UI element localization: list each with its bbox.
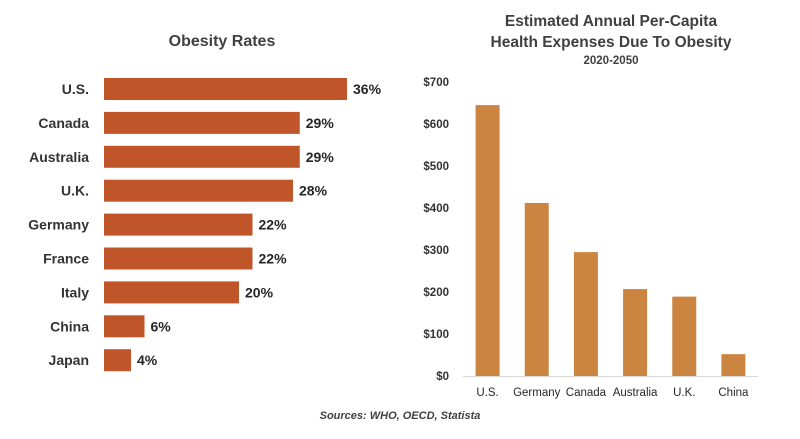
value-label-germany: 22% bbox=[259, 217, 288, 233]
y-tick-label: $0 bbox=[436, 371, 449, 383]
health-expenses-title-line-2: Health Expenses Due To Obesity bbox=[491, 34, 732, 51]
y-tick-label: $700 bbox=[423, 77, 449, 89]
value-label-france: 22% bbox=[259, 251, 288, 267]
expense-bar-u-k bbox=[672, 296, 697, 376]
category-label-australia: Australia bbox=[29, 149, 89, 165]
value-label-australia: 29% bbox=[306, 149, 335, 165]
x-category-label-canada: Canada bbox=[566, 387, 607, 399]
obesity-bar-u-s bbox=[104, 78, 347, 100]
y-tick-label: $100 bbox=[423, 329, 449, 341]
health-expenses-chart: Estimated Annual Per-Capita Health Expen… bbox=[423, 13, 758, 399]
y-tick-label: $600 bbox=[423, 119, 449, 131]
obesity-bar-u-k bbox=[104, 179, 293, 202]
health-expenses-subtitle: 2020-2050 bbox=[584, 55, 639, 67]
x-category-label-u-s: U.S. bbox=[476, 387, 498, 399]
category-label-japan: Japan bbox=[49, 352, 89, 368]
value-label-u-s: 36% bbox=[353, 81, 382, 97]
y-tick-label: $500 bbox=[423, 161, 449, 173]
category-label-china: China bbox=[50, 318, 89, 334]
obesity-bar-australia bbox=[104, 145, 300, 168]
obesity-bar-china bbox=[104, 315, 145, 338]
value-label-italy: 20% bbox=[245, 284, 274, 300]
expense-bar-china bbox=[721, 354, 746, 376]
category-label-germany: Germany bbox=[28, 217, 89, 233]
value-label-china: 6% bbox=[151, 318, 172, 334]
expense-bar-canada bbox=[573, 252, 598, 376]
expense-bar-u-s bbox=[475, 105, 500, 376]
obesity-bar-germany bbox=[104, 213, 253, 236]
x-category-label-germany: Germany bbox=[513, 387, 561, 399]
y-tick-label: $200 bbox=[423, 287, 449, 299]
category-label-france: France bbox=[43, 251, 89, 267]
sources-note: Sources: WHO, OECD, Statista bbox=[319, 410, 481, 422]
y-tick-label: $400 bbox=[423, 203, 449, 215]
category-label-italy: Italy bbox=[61, 284, 89, 300]
value-label-japan: 4% bbox=[137, 352, 158, 368]
category-label-u-s: U.S. bbox=[62, 81, 89, 97]
x-category-label-australia: Australia bbox=[613, 387, 658, 399]
health-expenses-title-line-1: Estimated Annual Per-Capita bbox=[505, 13, 718, 30]
obesity-rates-chart: Obesity Rates U.S. 36% Canada 29% Australia 2… bbox=[28, 33, 382, 372]
obesity-bar-japan bbox=[104, 349, 131, 372]
y-tick-label: $300 bbox=[423, 245, 449, 257]
value-label-canada: 29% bbox=[306, 115, 335, 131]
expense-bar-australia bbox=[623, 289, 648, 376]
obesity-bar-italy bbox=[104, 281, 239, 304]
category-label-canada: Canada bbox=[38, 115, 89, 131]
obesity-bar-canada bbox=[104, 111, 300, 134]
obesity-bar-france bbox=[104, 247, 253, 270]
category-label-u-k: U.K. bbox=[61, 183, 89, 199]
x-category-label-u-k: U.K. bbox=[673, 387, 695, 399]
expense-bar-germany bbox=[524, 202, 549, 376]
x-category-label-china: China bbox=[718, 387, 749, 399]
obesity-rates-title: Obesity Rates bbox=[169, 33, 276, 50]
value-label-u-k: 28% bbox=[299, 183, 328, 199]
